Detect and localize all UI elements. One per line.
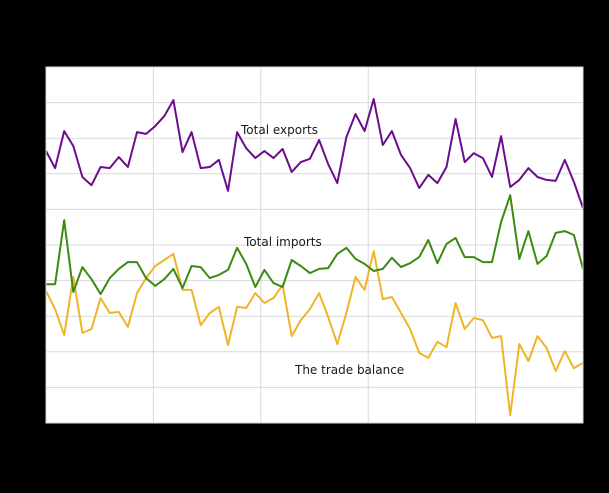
series-line-total-exports (45, 98, 584, 209)
plot-frame (45, 66, 584, 424)
label-trade-balance: The trade balance (294, 363, 404, 377)
series-line-the-trade-balance (45, 250, 584, 417)
series-line-total-imports (46, 194, 584, 296)
series-lines (45, 98, 584, 417)
label-total-imports: Total imports (243, 235, 322, 249)
label-total-exports: Total exports (240, 123, 318, 137)
